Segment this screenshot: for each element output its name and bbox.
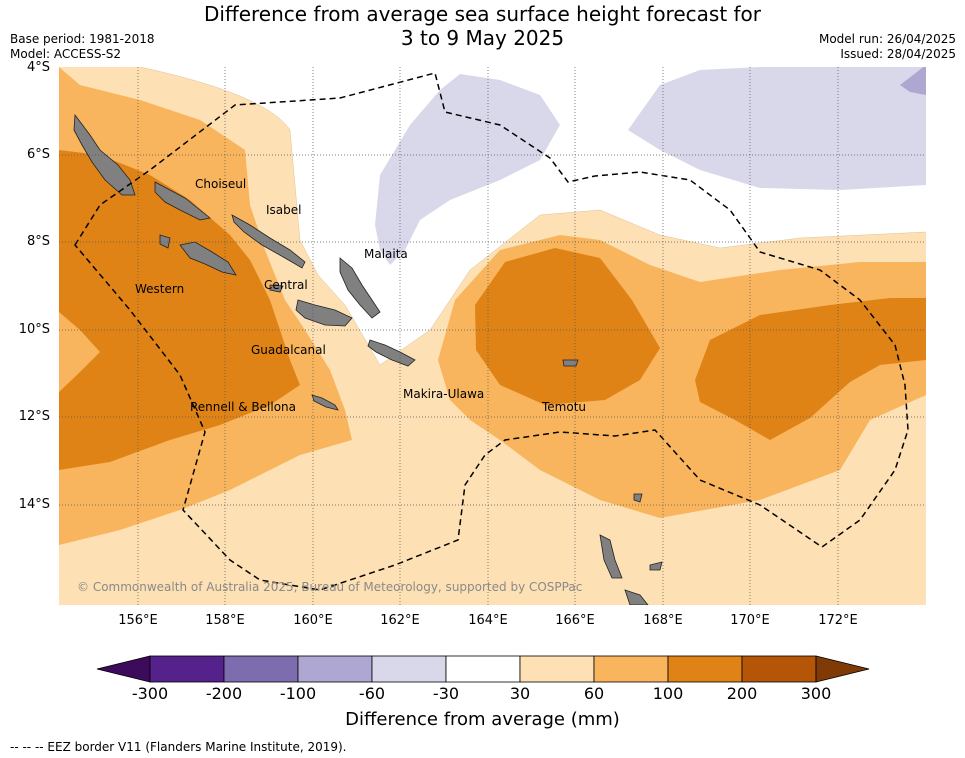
map-layers [59,67,926,605]
vanuatu-small-island [649,561,663,571]
lat-label-8s: 8°S [26,234,50,249]
central-islands [269,284,284,293]
colorbar-bin-9 [741,655,817,683]
guadalcanal-island [295,299,353,327]
anomaly-100-200-east [695,298,926,440]
colorbar-bin-8 [667,655,743,683]
lon-label-160e: 160°E [293,613,333,628]
colorbar-arrow-high [815,655,870,683]
metadata-left: Base period: 1981-2018 Model: ACCESS-S2 [10,32,155,62]
malaita-island [339,257,381,319]
place-label-rennell-bellona: Rennell & Bellona [190,400,297,414]
colorbar-tick-4: -60 [358,684,386,703]
lon-label-166e: 166°E [555,613,595,628]
colorbar-tick-7: 60 [583,684,605,703]
anomaly-neg-30-60-northeast [628,67,926,190]
santa-isabel-island [231,214,306,269]
colorbar-arrow-low [96,655,151,683]
place-label-central: Central [264,278,308,292]
lon-label-162e: 162°E [380,613,420,628]
lat-label-4s: 4°S [26,60,50,75]
place-label-western: Western [135,282,185,296]
land-masses [73,113,663,605]
lon-label-170e: 170°E [730,613,770,628]
lat-label-6s: 6°S [26,147,50,162]
eez-legend-note: -- -- -- EEZ border V11 (Flanders Marine… [10,740,347,754]
colorbar-tick-1: -300 [131,684,169,703]
place-label-temotu: Temotu [542,400,587,414]
map-title: Difference from average sea surface heig… [0,2,965,50]
colorbar-bin-4 [371,655,447,683]
lon-label-172e: 172°E [818,613,858,628]
choiseul-island [154,181,211,221]
lat-label-10s: 10°S [18,322,50,337]
anomaly-100-200-central [475,248,660,405]
issued-date: Issued: 28/04/2025 [840,47,956,61]
colorbar-tick-6: 30 [509,684,531,703]
colorbar-tick-10: 300 [800,684,832,703]
place-label-malaita: Malaita [364,247,408,261]
colorbar-tick-2: -200 [205,684,243,703]
lon-label-164e: 164°E [468,613,508,628]
colorbar-bin-5 [445,655,521,683]
anomaly-neg-60-100-patch [900,67,926,95]
lon-label-158e: 158°E [205,613,245,628]
anomaly-neg-30-60-north [375,74,560,265]
colorbar-bin-1 [149,655,225,683]
place-label-isabel: Isabel [266,203,302,217]
base-period: Base period: 1981-2018 [10,32,155,46]
model-run: Model run: 26/04/2025 [818,32,956,46]
colorbar-tick-5: -30 [432,684,460,703]
vanuatu-banks-island [633,493,643,503]
lat-label-14s: 14°S [18,497,50,512]
vella-lavella-island [159,234,171,249]
colorbar-tick-3: -100 [279,684,317,703]
vanuatu-malekula [624,589,649,605]
santa-cruz-island [562,359,579,367]
lon-label-156e: 156°E [118,613,158,628]
lat-label-12s: 12°S [18,409,50,424]
place-label-guadalcanal: Guadalcanal [251,343,326,357]
colorbar-tick-9: 200 [726,684,758,703]
title-line-1: Difference from average sea surface heig… [203,2,762,26]
colorbar-tick-8: 100 [652,684,684,703]
colorbar-bin-2 [223,655,299,683]
place-label-choiseul: Choiseul [195,177,247,191]
new-georgia-islands [179,241,237,276]
colorbar-bin-3 [297,655,373,683]
anomaly-100-200-west [59,150,300,470]
lon-label-168e: 168°E [643,613,683,628]
colorbar [96,655,870,683]
colorbar-title: Difference from average (mm) [345,709,620,730]
colorbar-bin-6 [519,655,595,683]
place-label-makira-ulawa: Makira-Ulawa [403,387,485,401]
rennell-island [311,394,339,411]
makira-island [367,339,416,367]
contour-lines [139,67,926,366]
title-line-2: 3 to 9 May 2025 [400,26,565,50]
copyright-credit: © Commonwealth of Australia 2025, Bureau… [77,580,583,594]
colorbar-bin-7 [593,655,669,683]
model-name: Model: ACCESS-S2 [10,47,122,61]
metadata-right: Model run: 26/04/2025 Issued: 28/04/2025 [819,32,956,62]
gridlines [59,67,926,605]
vanuatu-espiritu-santo [599,534,623,579]
